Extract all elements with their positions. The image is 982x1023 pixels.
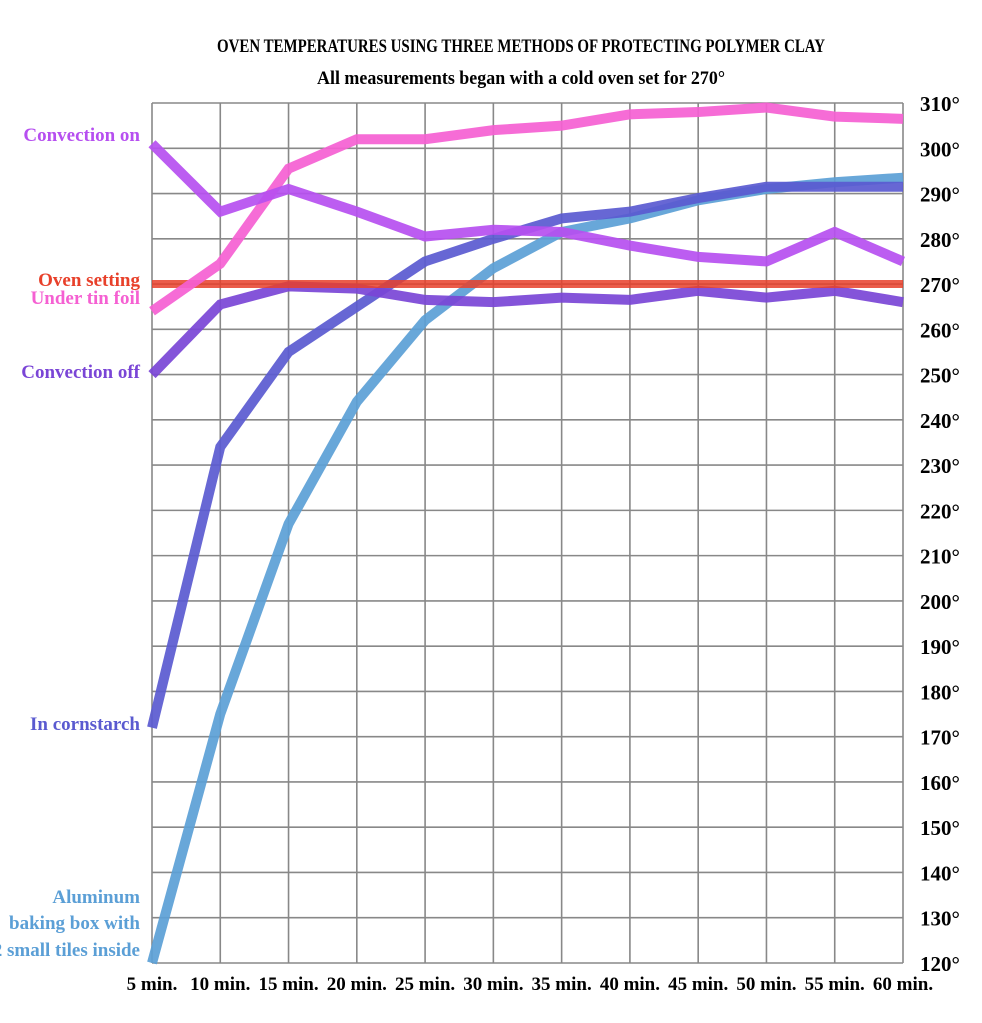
chart-subtitle: All measurements began with a cold oven … bbox=[317, 68, 725, 89]
y-tick-label: 300° bbox=[920, 137, 960, 161]
y-tick-label: 270° bbox=[920, 273, 960, 297]
y-tick-label: 310° bbox=[920, 92, 960, 116]
series-label: 2 small tiles inside bbox=[0, 940, 140, 961]
y-tick-label: 210° bbox=[920, 545, 960, 569]
y-tick-label: 260° bbox=[920, 318, 960, 342]
series-label: Oven setting bbox=[38, 270, 140, 291]
y-tick-label: 200° bbox=[920, 590, 960, 614]
y-tick-label: 220° bbox=[920, 499, 960, 523]
series-label: Convection off bbox=[21, 362, 140, 383]
series-label: In cornstarch bbox=[30, 714, 140, 735]
series-line-convection-off bbox=[148, 281, 904, 379]
series-label: Under tin foil bbox=[31, 288, 140, 309]
y-tick-label: 290° bbox=[920, 183, 960, 207]
x-tick-label: 35 min. bbox=[532, 974, 592, 995]
x-tick-label: 60 min. bbox=[873, 974, 933, 995]
series-label: Aluminum bbox=[52, 887, 140, 908]
y-tick-label: 140° bbox=[920, 861, 960, 885]
x-tick-label: 55 min. bbox=[805, 974, 865, 995]
x-axis-ticks: 5 min. 10 min. 15 min. 20 min. 25 min. 30 min… bbox=[127, 974, 933, 995]
y-tick-label: 150° bbox=[920, 816, 960, 840]
y-tick-label: 170° bbox=[920, 726, 960, 750]
series-labels: Aluminum baking box with 2 small tiles ins… bbox=[0, 125, 141, 961]
x-tick-label: 30 min. bbox=[463, 974, 523, 995]
series-line-convection-on bbox=[148, 140, 905, 267]
y-tick-label: 240° bbox=[920, 409, 960, 433]
series-line-under-tin-foil bbox=[149, 102, 904, 316]
y-tick-label: 250° bbox=[920, 364, 960, 388]
y-tick-label: 190° bbox=[920, 635, 960, 659]
x-tick-label: 5 min. bbox=[127, 974, 178, 995]
x-tick-label: 15 min. bbox=[258, 974, 318, 995]
series-label: Convection on bbox=[23, 125, 140, 146]
y-tick-label: 120° bbox=[920, 952, 960, 976]
x-tick-label: 50 min. bbox=[736, 974, 796, 995]
y-tick-label: 160° bbox=[920, 771, 960, 795]
x-tick-label: 45 min. bbox=[668, 974, 728, 995]
series-label: baking box with bbox=[9, 913, 140, 934]
grid bbox=[151, 102, 904, 964]
x-tick-label: 20 min. bbox=[327, 974, 387, 995]
y-tick-label: 230° bbox=[920, 454, 960, 478]
chart-title: OVEN TEMPERATURES USING THREE METHODS OF… bbox=[217, 36, 825, 57]
y-tick-label: 180° bbox=[920, 680, 960, 704]
y-axis-ticks: 120° 130° 140° 150° 160° 170° 180° 190° 200° 210°… bbox=[920, 92, 960, 976]
x-tick-label: 25 min. bbox=[395, 974, 455, 995]
y-tick-label: 130° bbox=[920, 907, 960, 931]
x-tick-label: 10 min. bbox=[190, 974, 250, 995]
y-tick-label: 280° bbox=[920, 228, 960, 252]
series-lines bbox=[147, 102, 905, 965]
x-tick-label: 40 min. bbox=[600, 974, 660, 995]
